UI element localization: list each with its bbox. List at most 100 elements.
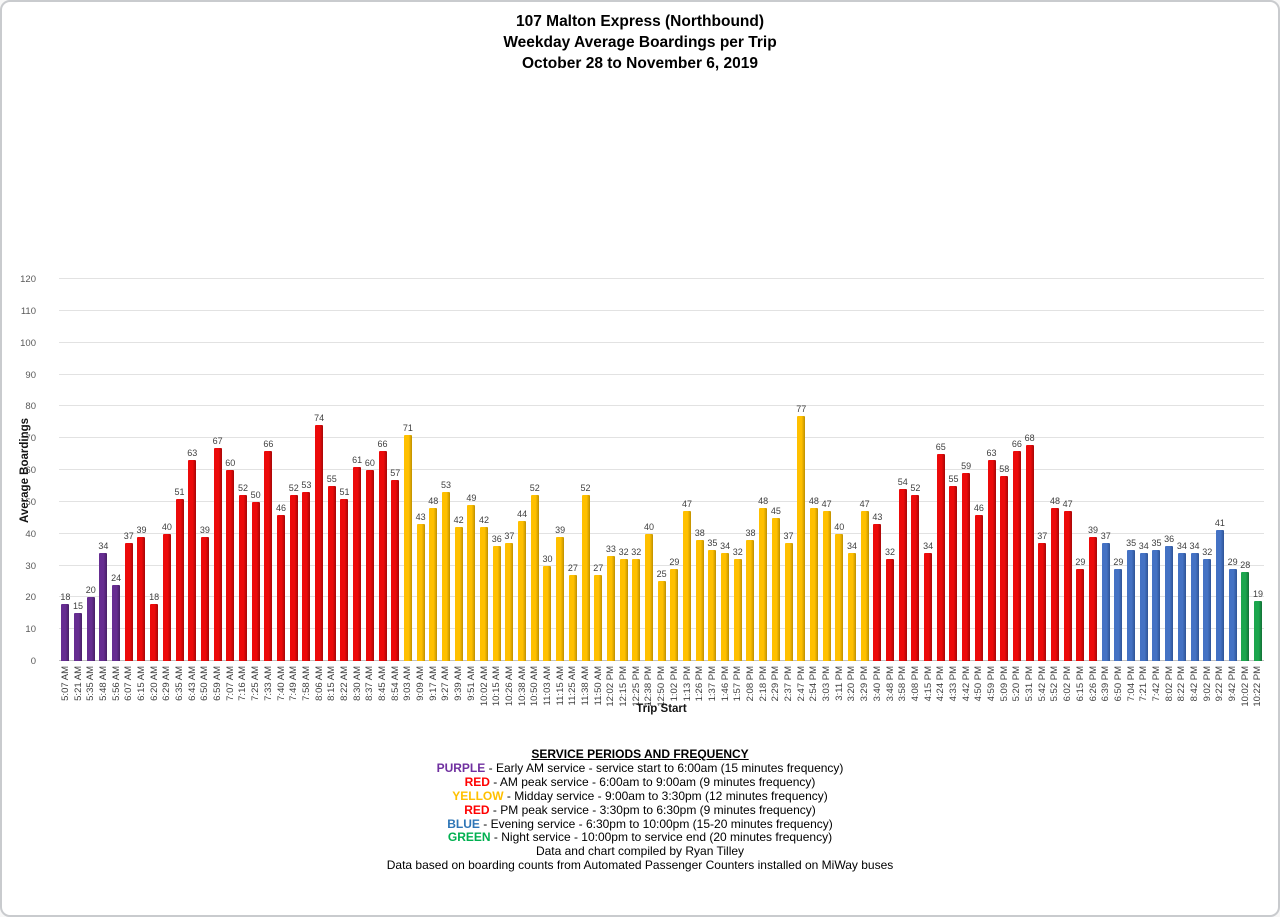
x-tick-label: 9:42 PM bbox=[1227, 666, 1239, 702]
x-tick-label: 12:02 PM bbox=[605, 666, 617, 707]
bar-slot: 55 bbox=[947, 279, 960, 661]
bar-value-label: 47 bbox=[821, 499, 832, 510]
bar-value-label: 19 bbox=[1252, 588, 1263, 599]
bar-slot: 61 bbox=[351, 279, 364, 661]
x-tick: 11:03 AM bbox=[541, 666, 554, 707]
bar-slot: 39 bbox=[135, 279, 148, 661]
bar bbox=[112, 584, 121, 661]
bar-slot: 30 bbox=[541, 279, 554, 661]
bar bbox=[594, 575, 603, 661]
bar-value-label: 29 bbox=[1075, 556, 1086, 567]
bar-slot: 33 bbox=[605, 279, 618, 661]
x-tick: 6:35 AM bbox=[173, 666, 186, 707]
x-tick: 3:40 PM bbox=[871, 666, 884, 707]
x-tick-label: 3:03 PM bbox=[821, 666, 833, 702]
bar-value-label: 42 bbox=[453, 515, 464, 526]
bar-value-label: 60 bbox=[364, 458, 375, 468]
x-tick: 10:22 PM bbox=[1252, 666, 1265, 707]
bar-slot: 41 bbox=[1214, 279, 1227, 661]
bar-slot: 54 bbox=[896, 279, 909, 661]
x-tick-label: 8:22 PM bbox=[1176, 666, 1188, 702]
bar-value-label: 63 bbox=[986, 448, 997, 459]
x-tick-label: 9:17 AM bbox=[427, 666, 439, 701]
bar-slot: 48 bbox=[1049, 279, 1062, 661]
bar-value-label: 20 bbox=[85, 585, 96, 596]
legend-text: - PM peak service - 3:30pm to 6:30pm (9 … bbox=[489, 802, 816, 817]
bar bbox=[137, 536, 146, 661]
x-tick-label: 11:50 AM bbox=[592, 666, 604, 706]
x-tick-label: 4:15 PM bbox=[922, 666, 934, 702]
x-tick-label: 8:54 AM bbox=[389, 666, 401, 701]
x-tick-label: 3:29 PM bbox=[859, 666, 871, 702]
bar-slot: 36 bbox=[490, 279, 503, 661]
x-tick: 4:24 PM bbox=[934, 666, 947, 707]
bar-slot: 48 bbox=[808, 279, 821, 661]
bar-value-label: 66 bbox=[377, 438, 388, 449]
bar-slot: 68 bbox=[1023, 279, 1036, 661]
bar-value-label: 51 bbox=[339, 486, 350, 497]
bar-value-label: 54 bbox=[897, 477, 908, 488]
bar bbox=[898, 489, 907, 661]
bar-value-label: 34 bbox=[923, 540, 934, 551]
x-tick: 6:29 AM bbox=[161, 666, 174, 707]
x-tick-label: 5:48 AM bbox=[97, 666, 109, 701]
chart-title: 107 Malton Express (Northbound) Weekday … bbox=[2, 11, 1278, 74]
bar-slot: 37 bbox=[1036, 279, 1049, 661]
x-tick-label: 6:43 AM bbox=[186, 666, 198, 701]
y-tick-label: 120 bbox=[20, 274, 36, 285]
x-tick: 10:38 AM bbox=[516, 666, 529, 707]
x-tick-label: 8:45 AM bbox=[377, 666, 389, 701]
bar-value-label: 74 bbox=[314, 413, 325, 424]
x-tick-label: 5:52 PM bbox=[1049, 666, 1061, 702]
x-tick: 6:07 AM bbox=[122, 666, 135, 707]
x-tick: 8:15 AM bbox=[325, 666, 338, 707]
x-tick: 3:20 PM bbox=[846, 666, 859, 707]
x-tick: 4:42 PM bbox=[960, 666, 973, 707]
bar bbox=[61, 603, 70, 661]
y-tick-label: 50 bbox=[25, 496, 36, 508]
bar-slot: 38 bbox=[744, 279, 757, 661]
bar-slot: 38 bbox=[693, 279, 706, 661]
x-tick: 1:57 PM bbox=[731, 666, 744, 707]
bar-slot: 32 bbox=[731, 279, 744, 661]
bar-slot: 45 bbox=[770, 279, 783, 661]
bar bbox=[1114, 568, 1123, 661]
bar-value-label: 45 bbox=[770, 505, 781, 516]
bar-slot: 40 bbox=[161, 279, 174, 661]
bar-slot: 37 bbox=[122, 279, 135, 661]
x-tick: 4:50 PM bbox=[973, 666, 986, 707]
bar-value-label: 18 bbox=[60, 591, 71, 602]
x-tick-label: 3:20 PM bbox=[846, 666, 858, 702]
bar-value-label: 37 bbox=[504, 531, 515, 542]
bar-slot: 29 bbox=[1112, 279, 1125, 661]
y-tick-label: 110 bbox=[20, 305, 36, 317]
bar bbox=[467, 505, 476, 661]
y-tick-label: 90 bbox=[25, 369, 36, 381]
bar-slot: 25 bbox=[655, 279, 668, 661]
bar bbox=[1038, 543, 1047, 661]
bar-value-label: 40 bbox=[834, 521, 845, 532]
x-tick-label: 2:37 PM bbox=[783, 666, 795, 702]
legend-keyword: GREEN bbox=[447, 830, 491, 845]
bar-slot: 40 bbox=[643, 279, 656, 661]
bar-value-label: 41 bbox=[1214, 518, 1225, 529]
bar bbox=[175, 498, 184, 661]
bar bbox=[771, 517, 780, 661]
x-tick: 2:29 PM bbox=[770, 666, 783, 707]
bar-slot: 29 bbox=[1074, 279, 1087, 661]
x-tick: 5:07 AM bbox=[59, 666, 72, 707]
bar-slot: 74 bbox=[313, 279, 326, 661]
x-tick-label: 11:25 AM bbox=[567, 666, 579, 706]
x-tick: 11:38 AM bbox=[579, 666, 592, 707]
bar-slot: 63 bbox=[186, 279, 199, 661]
x-tick: 4:33 PM bbox=[947, 666, 960, 707]
x-tick-label: 7:16 AM bbox=[237, 666, 249, 701]
bar-slot: 48 bbox=[757, 279, 770, 661]
bar bbox=[429, 508, 438, 661]
x-tick: 2:08 PM bbox=[744, 666, 757, 707]
bar bbox=[378, 450, 387, 661]
bar-slot: 32 bbox=[617, 279, 630, 661]
bar bbox=[759, 508, 768, 661]
bar-slot: 35 bbox=[706, 279, 719, 661]
bar-slot: 57 bbox=[389, 279, 402, 661]
